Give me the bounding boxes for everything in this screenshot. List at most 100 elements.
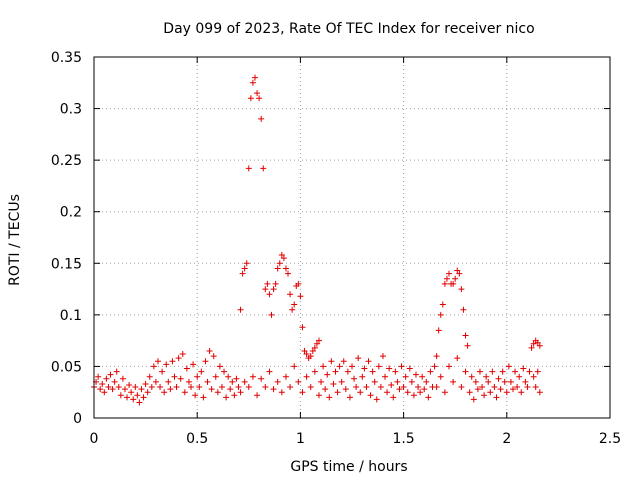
data-point	[301, 347, 308, 354]
data-point	[111, 378, 118, 385]
data-point	[241, 378, 248, 385]
data-point	[119, 375, 126, 382]
data-point	[194, 373, 201, 380]
data-point	[225, 373, 232, 380]
data-point	[439, 301, 446, 308]
data-point	[363, 384, 370, 391]
data-point	[95, 373, 102, 380]
data-point	[505, 363, 512, 370]
data-point	[367, 392, 374, 399]
data-point	[324, 371, 331, 378]
data-point	[396, 386, 403, 393]
data-point	[495, 375, 502, 382]
data-point	[154, 358, 161, 365]
data-point	[245, 165, 252, 172]
data-point	[206, 347, 213, 354]
data-point	[361, 365, 368, 372]
data-point	[423, 378, 430, 385]
data-point	[274, 378, 281, 385]
data-point	[454, 267, 461, 274]
data-point	[173, 384, 180, 391]
data-point	[196, 384, 203, 391]
data-point	[237, 306, 244, 313]
data-point	[454, 355, 461, 362]
data-point	[311, 344, 318, 351]
data-point	[126, 381, 133, 388]
data-point	[218, 384, 225, 391]
scatter-points	[91, 74, 543, 406]
data-point	[503, 389, 510, 396]
data-point	[262, 384, 269, 391]
data-point	[470, 396, 477, 403]
data-point	[258, 375, 265, 382]
data-point	[183, 365, 190, 372]
data-point	[130, 396, 137, 403]
grid	[94, 57, 610, 418]
x-tick-label: 2.5	[599, 431, 621, 447]
data-point	[198, 368, 205, 375]
data-point	[487, 389, 494, 396]
data-point	[501, 378, 508, 385]
data-point	[431, 363, 438, 370]
data-point	[322, 386, 329, 393]
data-point	[344, 368, 351, 375]
data-point	[245, 384, 252, 391]
data-point	[522, 378, 529, 385]
data-point	[485, 378, 492, 385]
data-point	[175, 355, 182, 362]
data-point	[357, 389, 364, 396]
data-point	[404, 389, 411, 396]
data-point	[425, 394, 432, 401]
y-axis-label: ROTI / TECUs	[7, 194, 23, 286]
data-point	[105, 384, 112, 391]
data-point	[382, 373, 389, 380]
data-point	[419, 373, 426, 380]
data-point	[249, 373, 256, 380]
x-tick-label: 1.5	[392, 431, 414, 447]
y-tick-label: 0.1	[60, 308, 82, 324]
data-point	[243, 260, 250, 267]
data-point	[221, 368, 228, 375]
y-tick-label: 0.35	[51, 50, 82, 66]
data-point	[212, 373, 219, 380]
data-point	[262, 286, 269, 293]
data-point	[266, 368, 273, 375]
data-point	[518, 389, 525, 396]
data-point	[458, 384, 465, 391]
data-point	[483, 373, 490, 380]
data-point	[388, 381, 395, 388]
data-point	[338, 378, 345, 385]
y-tick-label: 0.05	[51, 359, 82, 375]
data-point	[433, 384, 440, 391]
data-point	[462, 332, 469, 339]
data-point	[340, 358, 347, 365]
data-point	[379, 353, 386, 360]
data-point	[287, 291, 294, 298]
data-point	[536, 389, 543, 396]
data-point	[233, 375, 240, 382]
data-point	[249, 79, 256, 86]
data-point	[291, 363, 298, 370]
data-point	[208, 386, 215, 393]
data-point	[474, 386, 481, 393]
data-point	[464, 342, 471, 349]
data-point	[528, 344, 535, 351]
data-point	[406, 365, 413, 372]
data-point	[369, 368, 376, 375]
data-point	[163, 361, 170, 368]
data-point	[349, 363, 355, 370]
data-point	[146, 373, 153, 380]
data-point	[353, 384, 360, 391]
data-point	[239, 270, 246, 277]
data-point	[509, 386, 516, 393]
data-point	[398, 363, 405, 370]
data-point	[446, 363, 453, 370]
data-point	[113, 368, 120, 375]
data-point	[320, 363, 327, 370]
data-point	[326, 394, 333, 401]
data-point	[458, 286, 465, 293]
y-tick-label: 0.3	[60, 102, 82, 118]
data-point	[278, 389, 285, 396]
data-point	[251, 74, 258, 81]
x-tick-label: 0.5	[186, 431, 208, 447]
